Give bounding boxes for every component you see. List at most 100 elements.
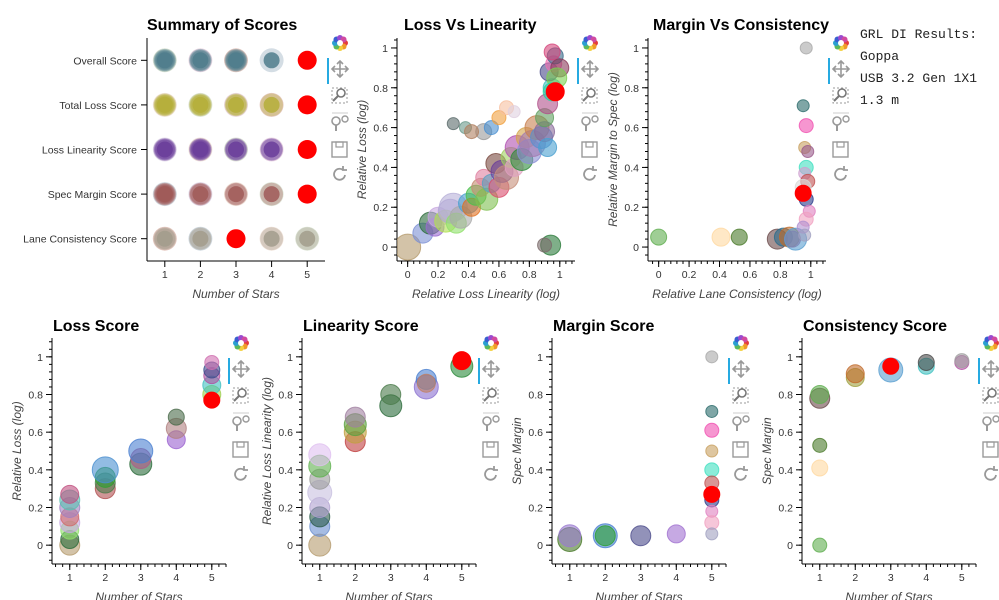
wheel-zoom-tool-icon[interactable] bbox=[581, 112, 599, 131]
summary-marker-core[interactable] bbox=[192, 230, 209, 247]
summary-marker-core[interactable] bbox=[228, 141, 244, 158]
box-zoom-tool-icon[interactable] bbox=[832, 87, 849, 104]
save-tool-icon[interactable] bbox=[732, 441, 749, 458]
summary-marker-core[interactable] bbox=[263, 52, 280, 69]
save-tool-icon[interactable] bbox=[482, 441, 499, 458]
pan-tool-icon[interactable] bbox=[731, 359, 751, 379]
highlight-point[interactable] bbox=[226, 229, 246, 249]
data-point[interactable] bbox=[799, 41, 813, 55]
pan-tool-icon[interactable] bbox=[580, 59, 600, 79]
reset-tool-icon[interactable] bbox=[583, 166, 597, 181]
highlight-point[interactable] bbox=[297, 95, 317, 115]
bokeh-logo-icon[interactable] bbox=[833, 35, 849, 51]
save-tool-icon[interactable] bbox=[581, 141, 598, 158]
highlight-point[interactable] bbox=[703, 485, 721, 503]
summary-marker-core[interactable] bbox=[156, 141, 173, 158]
wheel-zoom-tool-icon[interactable] bbox=[482, 412, 500, 431]
summary-marker-core[interactable] bbox=[156, 96, 173, 113]
summary-marker-core[interactable] bbox=[156, 186, 173, 203]
data-point[interactable] bbox=[666, 524, 686, 544]
data-point[interactable] bbox=[344, 406, 366, 428]
pan-tool-icon[interactable] bbox=[831, 59, 851, 79]
summary-marker-core[interactable] bbox=[192, 186, 209, 203]
data-point[interactable] bbox=[796, 99, 810, 113]
summary-marker-core[interactable] bbox=[263, 96, 280, 113]
bokeh-logo-icon[interactable] bbox=[733, 335, 749, 351]
data-point[interactable] bbox=[543, 43, 561, 61]
data-point[interactable] bbox=[954, 353, 970, 369]
data-point[interactable] bbox=[811, 459, 829, 477]
data-point[interactable] bbox=[558, 524, 582, 548]
data-point[interactable] bbox=[705, 444, 719, 458]
summary-marker-core[interactable] bbox=[263, 186, 280, 203]
reset-tool-icon[interactable] bbox=[333, 166, 347, 181]
highlight-point[interactable] bbox=[297, 50, 317, 70]
reset-tool-icon[interactable] bbox=[234, 466, 248, 481]
summary-marker-core[interactable] bbox=[228, 186, 244, 203]
save-tool-icon[interactable] bbox=[232, 441, 249, 458]
box-zoom-tool-icon[interactable] bbox=[232, 387, 249, 404]
box-zoom-tool-icon[interactable] bbox=[581, 87, 598, 104]
summary-marker-core[interactable] bbox=[263, 141, 280, 158]
box-zoom-tool-icon[interactable] bbox=[982, 387, 999, 404]
data-point[interactable] bbox=[730, 228, 748, 246]
pan-tool-icon[interactable] bbox=[481, 359, 501, 379]
data-point[interactable] bbox=[711, 227, 731, 247]
data-point[interactable] bbox=[798, 118, 814, 134]
data-point[interactable] bbox=[416, 373, 436, 393]
data-point[interactable] bbox=[705, 527, 719, 541]
data-point[interactable] bbox=[798, 228, 812, 242]
bokeh-logo-icon[interactable] bbox=[983, 335, 999, 351]
summary-marker-core[interactable] bbox=[228, 52, 244, 69]
data-point[interactable] bbox=[491, 110, 507, 126]
data-point[interactable] bbox=[630, 525, 652, 547]
data-point[interactable] bbox=[446, 117, 460, 131]
data-point[interactable] bbox=[845, 364, 865, 384]
summary-marker-core[interactable] bbox=[263, 230, 280, 247]
highlight-point[interactable] bbox=[882, 357, 900, 375]
save-tool-icon[interactable] bbox=[982, 441, 999, 458]
save-tool-icon[interactable] bbox=[832, 141, 849, 158]
data-point[interactable] bbox=[594, 525, 616, 547]
highlight-point[interactable] bbox=[297, 184, 317, 204]
data-point[interactable] bbox=[380, 384, 402, 405]
data-point[interactable] bbox=[812, 537, 828, 553]
data-point[interactable] bbox=[308, 443, 332, 467]
data-point[interactable] bbox=[812, 437, 828, 453]
summary-marker-core[interactable] bbox=[156, 230, 173, 247]
data-point[interactable] bbox=[538, 138, 558, 158]
data-point[interactable] bbox=[308, 533, 332, 557]
data-point[interactable] bbox=[917, 353, 935, 371]
highlight-point[interactable] bbox=[297, 140, 317, 159]
reset-tool-icon[interactable] bbox=[734, 466, 748, 481]
data-point[interactable] bbox=[128, 438, 154, 464]
bokeh-logo-icon[interactable] bbox=[483, 335, 499, 351]
data-point[interactable] bbox=[705, 350, 719, 364]
highlight-point[interactable] bbox=[794, 184, 812, 202]
wheel-zoom-tool-icon[interactable] bbox=[232, 412, 250, 431]
pan-tool-icon[interactable] bbox=[330, 59, 350, 79]
data-point[interactable] bbox=[507, 105, 521, 119]
data-point[interactable] bbox=[464, 124, 480, 140]
summary-marker-core[interactable] bbox=[192, 141, 209, 158]
wheel-zoom-tool-icon[interactable] bbox=[732, 412, 750, 431]
data-point[interactable] bbox=[395, 233, 422, 261]
reset-tool-icon[interactable] bbox=[984, 466, 998, 481]
data-point[interactable] bbox=[810, 385, 830, 404]
reset-tool-icon[interactable] bbox=[484, 466, 498, 481]
data-point[interactable] bbox=[91, 456, 119, 484]
reset-tool-icon[interactable] bbox=[834, 166, 848, 181]
highlight-point[interactable] bbox=[545, 82, 565, 102]
data-point[interactable] bbox=[704, 462, 720, 478]
bokeh-logo-icon[interactable] bbox=[233, 335, 249, 351]
bokeh-logo-icon[interactable] bbox=[332, 35, 348, 51]
data-point[interactable] bbox=[483, 120, 499, 136]
summary-marker-core[interactable] bbox=[228, 96, 244, 113]
data-point[interactable] bbox=[537, 237, 553, 253]
wheel-zoom-tool-icon[interactable] bbox=[832, 112, 850, 131]
highlight-point[interactable] bbox=[452, 351, 472, 371]
summary-marker-core[interactable] bbox=[192, 52, 209, 69]
data-point[interactable] bbox=[204, 354, 220, 370]
data-point[interactable] bbox=[650, 228, 668, 246]
bokeh-logo-icon[interactable] bbox=[582, 35, 598, 51]
